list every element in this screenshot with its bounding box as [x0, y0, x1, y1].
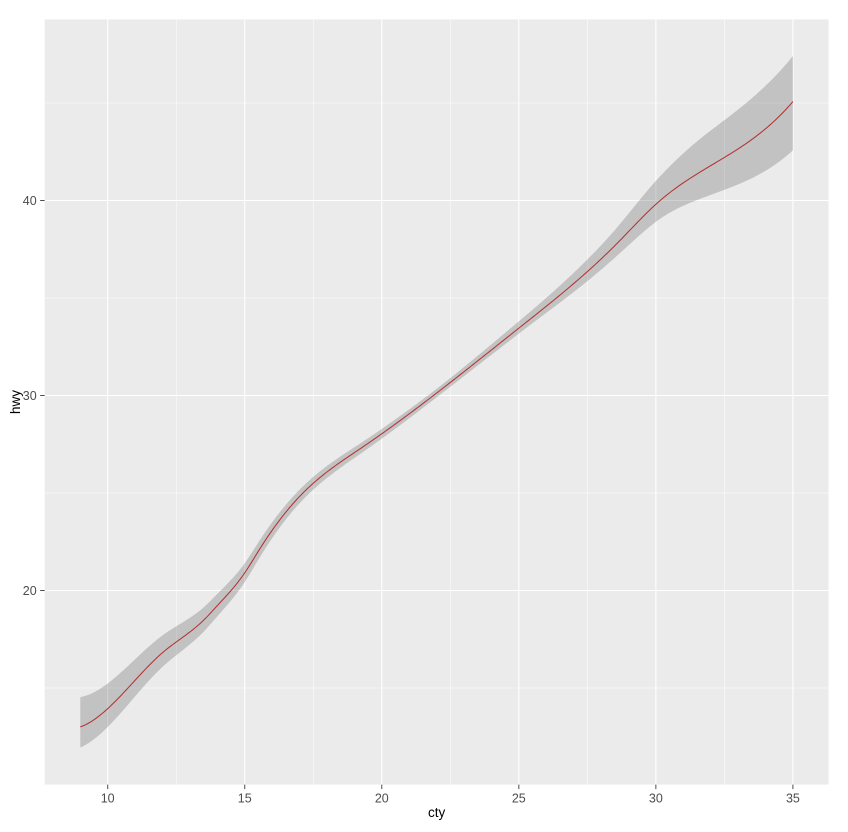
svg-text:10: 10 — [101, 792, 115, 806]
svg-text:20: 20 — [23, 584, 37, 598]
svg-text:hwy: hwy — [8, 390, 23, 414]
svg-text:30: 30 — [649, 792, 663, 806]
svg-text:40: 40 — [23, 194, 37, 208]
svg-text:30: 30 — [23, 389, 37, 403]
svg-text:15: 15 — [238, 792, 252, 806]
svg-text:25: 25 — [512, 792, 526, 806]
svg-text:cty: cty — [428, 805, 446, 820]
svg-text:35: 35 — [786, 792, 800, 806]
svg-text:20: 20 — [375, 792, 389, 806]
